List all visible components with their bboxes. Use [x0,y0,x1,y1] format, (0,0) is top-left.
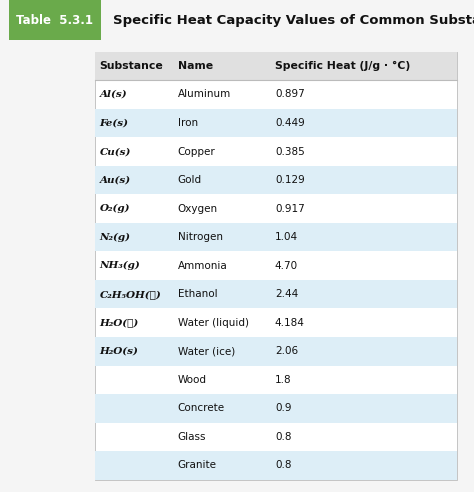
Bar [95,166,457,194]
Text: Concrete: Concrete [178,403,225,413]
Text: Substance: Substance [100,61,163,71]
Text: Water (liquid): Water (liquid) [178,318,249,328]
Text: 0.449: 0.449 [275,118,305,128]
Bar [95,394,457,423]
Bar [95,223,457,251]
Text: 0.8: 0.8 [275,432,292,442]
Text: 4.70: 4.70 [275,261,298,271]
Text: 4.184: 4.184 [275,318,305,328]
Text: Table  5.3.1: Table 5.3.1 [16,14,93,27]
Text: Gold: Gold [178,175,202,185]
Text: C₂H₅OH(ℓ): C₂H₅OH(ℓ) [100,290,161,299]
Text: Aluminum: Aluminum [178,90,231,99]
Text: H₂O(ℓ): H₂O(ℓ) [100,318,139,327]
Text: Al(s): Al(s) [100,90,127,99]
Bar [0,0,474,40]
Text: Oxygen: Oxygen [178,204,218,214]
Text: Copper: Copper [178,147,216,156]
Text: Wood: Wood [178,375,207,385]
Text: Fe(s): Fe(s) [100,119,128,127]
Bar [95,337,457,366]
Text: H₂O(s): H₂O(s) [100,347,138,356]
Text: 0.385: 0.385 [275,147,305,156]
Text: Ammonia: Ammonia [178,261,228,271]
Text: Specific Heat Capacity Values of Common Substances: Specific Heat Capacity Values of Common … [113,14,474,27]
Text: Water (ice): Water (ice) [178,346,235,356]
Text: Glass: Glass [178,432,206,442]
Text: Granite: Granite [178,461,217,470]
Text: N₂(g): N₂(g) [100,233,130,242]
Text: Au(s): Au(s) [100,176,131,184]
Text: Ethanol: Ethanol [178,289,218,299]
Bar [95,280,457,308]
Bar [9,0,101,40]
Text: Specific Heat (J/g · °C): Specific Heat (J/g · °C) [275,61,410,71]
Bar [95,109,457,137]
Text: Iron: Iron [178,118,198,128]
Text: 0.129: 0.129 [275,175,305,185]
Text: Cu(s): Cu(s) [100,147,131,156]
Text: 2.44: 2.44 [275,289,298,299]
Text: 0.9: 0.9 [275,403,292,413]
Text: NH₃(g): NH₃(g) [100,261,140,270]
Text: Nitrogen: Nitrogen [178,232,223,242]
Text: 0.8: 0.8 [275,461,292,470]
Text: 0.897: 0.897 [275,90,305,99]
Text: 1.8: 1.8 [275,375,292,385]
Bar [95,52,457,480]
Text: Name: Name [178,61,213,71]
Text: 2.06: 2.06 [275,346,298,356]
Text: 1.04: 1.04 [275,232,298,242]
Text: O₂(g): O₂(g) [100,204,130,213]
Text: 0.917: 0.917 [275,204,305,214]
Bar [95,451,457,480]
Bar [95,52,457,80]
